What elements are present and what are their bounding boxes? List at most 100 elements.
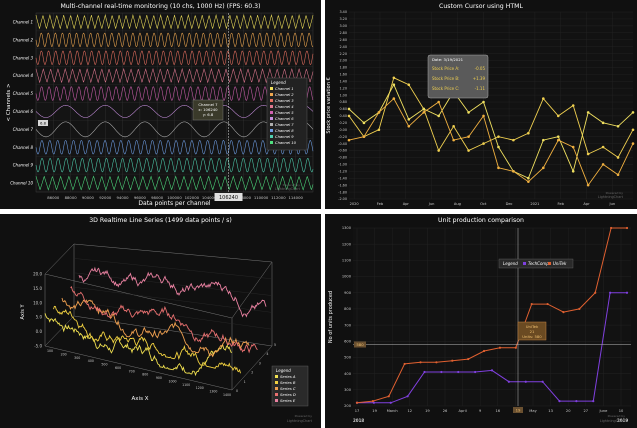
legend-swatch (548, 262, 551, 265)
production-plot[interactable]: 200 300 400 500 600 700 800 900 1000 1100 1200 1300… (325, 214, 637, 428)
channel-line (35, 175, 314, 191)
legend-swatch (275, 387, 278, 390)
watermark-line1: Powered by (608, 414, 626, 418)
data-point (498, 346, 502, 349)
x-tick-label: April (458, 409, 466, 413)
cursor-x-label: 106240 (219, 195, 238, 201)
y-tick-label: 3.20 (339, 17, 347, 21)
legend-entry: Series A (280, 374, 296, 379)
tooltip-value: -1.11 (475, 86, 486, 91)
y-tick-label: 10.0 (33, 300, 42, 305)
x-tick-label: 10 (619, 409, 624, 413)
x-tick-label: 94000 (117, 195, 130, 200)
data-point (362, 135, 366, 138)
tooltip-date: Date: 3/19/2021 (432, 57, 464, 62)
series-line (348, 83, 634, 179)
legend-entry: UniTek (553, 261, 567, 266)
y-tick-label: -2.00 (338, 197, 347, 201)
data-point (437, 100, 440, 104)
data-point (474, 370, 477, 374)
cursor-x-label-bg (513, 407, 523, 413)
data-point (594, 291, 597, 294)
x-tick-label: June (598, 409, 608, 413)
x-tick-label: 100 (47, 349, 53, 353)
multichannel-plot[interactable]: 86000 88000 90000 92000 94000 96000 98000 10000… (0, 0, 321, 209)
grid-line (73, 258, 273, 279)
data-point (609, 291, 612, 294)
multichannel-title: Multi-channel real-time monitoring (10 c… (60, 3, 261, 10)
legend-entry: Series C (280, 386, 296, 391)
x-tick-label: 200 (61, 352, 67, 356)
x-tick-label: 104000 (202, 195, 217, 200)
cursor-tooltip-text: x: 106240 (198, 107, 218, 112)
y-tick-label: 1.20 (339, 86, 347, 90)
realtime-3d-plot[interactable]: 20.0 15.0 10.0 5.0 0.0 -5.0 Axis Y 100 200 300 400… (0, 214, 321, 428)
plot-area (353, 228, 631, 406)
y-tick-label: -0.20 (338, 135, 347, 139)
data-point (631, 128, 635, 132)
legend-swatch (275, 399, 278, 402)
y-tick-label: 1200 (342, 242, 352, 246)
data-point (631, 142, 635, 145)
tooltip-value: -0.05 (475, 66, 486, 71)
x-tick-label: Apr (583, 202, 590, 206)
y-tick-label: 2.40 (339, 45, 347, 49)
cursor-y-label: 6.8 (40, 121, 47, 126)
custom-cursor-plot[interactable]: -2.00 -1.80 -1.60 -1.40 -1.20 -1.00 -0.80 -0.60… (325, 0, 637, 209)
data-point (497, 166, 500, 170)
legend-swatch (270, 93, 273, 96)
data-point (631, 111, 635, 114)
channel-label: Channel 2 (13, 37, 34, 42)
data-point (377, 111, 381, 114)
x-tick-label: Apr (403, 202, 410, 206)
y-tick-label: 3.00 (339, 24, 347, 28)
box-edge (44, 273, 233, 319)
custom-cursor-chart: Custom Cursor using HTML -2.00 -1.80 -1.60… (325, 0, 637, 209)
legend-entry: Channel 7 (275, 123, 294, 127)
x-tick-label: 9 (479, 409, 482, 413)
data-point (490, 369, 494, 372)
data-point (387, 395, 390, 398)
channel-label: Channel 3 (13, 55, 34, 60)
year-label: 2018 (353, 418, 364, 423)
y-tick-label: 2.80 (339, 31, 347, 35)
x-tick-label: 88000 (65, 195, 78, 200)
y-tick-label: 1.40 (339, 79, 347, 83)
legend-box (266, 77, 308, 151)
data-point (542, 138, 545, 142)
data-point (423, 370, 426, 374)
x-axis-title: Axis X (132, 396, 149, 402)
data-point (362, 121, 366, 125)
data-point (467, 111, 470, 114)
x-tick-label: Aug (454, 202, 461, 206)
data-point (452, 124, 455, 128)
x-tick-label: May (529, 409, 537, 413)
data-point (347, 114, 351, 118)
data-point (407, 124, 411, 128)
z-tick-label: 5 (274, 343, 276, 347)
y-tick-label: 200 (344, 404, 352, 408)
data-point (571, 145, 575, 149)
watermark-line1: Powered by (606, 191, 624, 195)
y-tick-label: 1.60 (339, 73, 347, 77)
year-label: 2019 (617, 418, 628, 423)
legend-entry: Channel 10 (275, 141, 297, 145)
data-point (556, 135, 560, 138)
series-line (348, 97, 634, 187)
legend-swatch (270, 141, 273, 144)
y-tick-label: 1.80 (339, 66, 347, 70)
x-tick-label: 19 (425, 409, 430, 413)
data-point (372, 401, 375, 404)
data-point (497, 145, 500, 149)
data-point (507, 380, 510, 383)
cursor-tooltip (192, 99, 224, 121)
y-tick-label: 1000 (342, 275, 352, 279)
y-tick-label: 300 (344, 388, 352, 392)
data-point (406, 395, 409, 398)
channel-line (35, 121, 314, 138)
cursor-tooltip-text: Channel 7 (198, 102, 218, 107)
legend-swatch (270, 105, 273, 108)
data-point (407, 118, 411, 121)
watermark-line2: LightningChart (600, 419, 626, 423)
legend-box (498, 258, 574, 269)
